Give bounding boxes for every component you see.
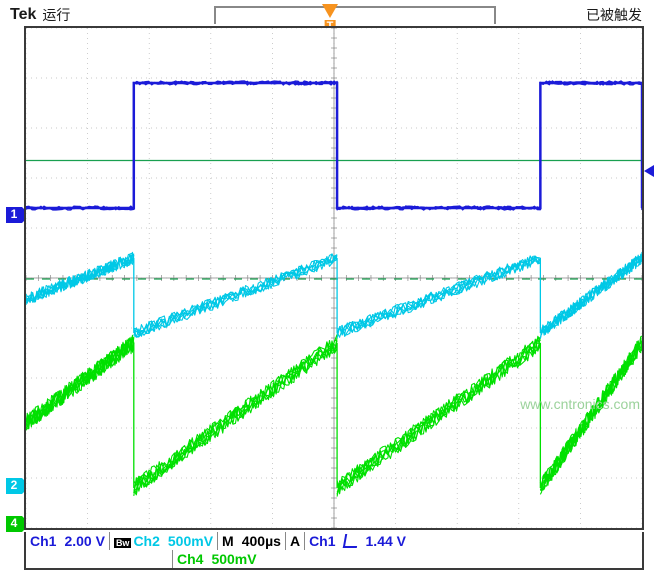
oscilloscope-frame: Tek 运行 T 已被触发 1 2 4 Ch1 2.00 V BwCh2 500…: [4, 4, 656, 572]
trig-slope-icon: [340, 533, 362, 550]
run-state: 运行: [42, 5, 70, 25]
trig-level: 1.44 V: [362, 533, 410, 549]
record-bracket: [214, 6, 496, 24]
ch4-label: Ch4: [173, 551, 207, 567]
trigger-position-marker-icon: [322, 4, 338, 18]
ch1-label: Ch1: [26, 533, 60, 549]
waveform-svg: [26, 28, 642, 528]
timebase-scale: 400µs: [238, 533, 285, 549]
trigger-state: 已被触发: [586, 5, 642, 25]
ch1-ground-marker-icon: 1: [6, 207, 22, 223]
readout-bar: Ch1 2.00 V BwCh2 500mV M 400µs A Ch1 1.4…: [24, 532, 644, 570]
ch1-scale: 2.00 V: [60, 533, 108, 549]
trig-source: Ch1: [305, 533, 339, 549]
ch4-scale: 500mV: [207, 551, 260, 567]
ch2-label: Ch2: [133, 533, 159, 549]
timebase-label: M: [218, 533, 238, 549]
ch2-scale: 500mV: [164, 533, 217, 549]
waveform-plot: [24, 26, 644, 530]
brand-logo: Tek: [10, 6, 36, 24]
bw-limit-badge: Bw: [114, 538, 132, 548]
ch4-ground-marker-icon: 4: [6, 516, 22, 532]
ch2-ground-marker-icon: 2: [6, 478, 22, 494]
trig-mode-label: A: [286, 533, 304, 549]
top-bar: Tek 运行 T 已被触发: [4, 4, 656, 26]
trigger-level-marker-icon: [644, 165, 654, 177]
